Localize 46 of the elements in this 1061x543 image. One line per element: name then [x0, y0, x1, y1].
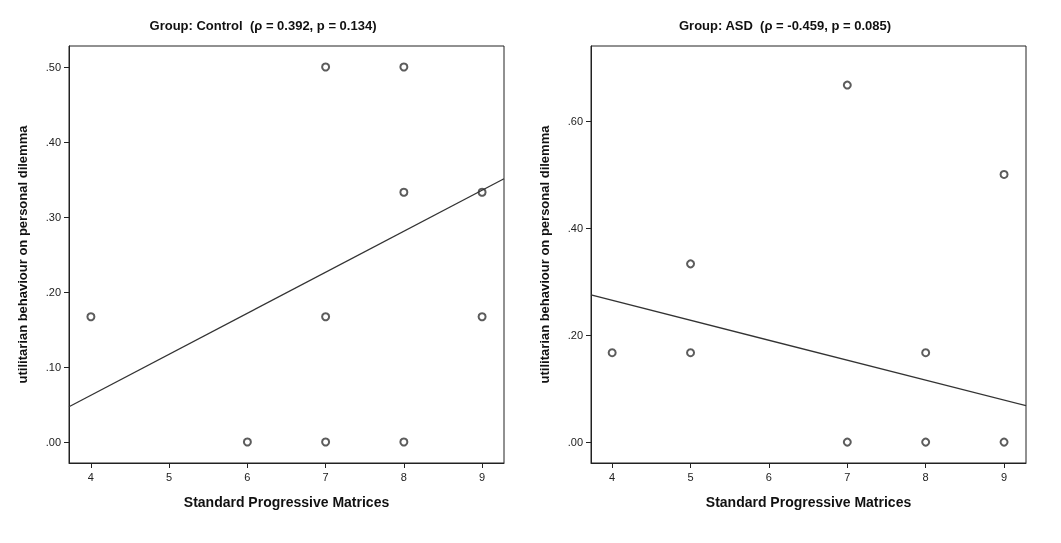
chart-title: Group: Control (ρ = 0.392, p = 0.134)	[149, 18, 377, 33]
point	[399, 187, 409, 197]
x-axis-title: Standard Progressive Matrices	[705, 494, 912, 510]
y-axis-title: utilitarian behaviour on personal dilemma	[15, 124, 30, 384]
point	[321, 312, 331, 322]
point	[999, 437, 1009, 447]
x-tick-label: 9	[1000, 470, 1008, 483]
x-tick-label: 4	[87, 470, 94, 483]
point	[686, 348, 696, 358]
x-tick-label: 5	[687, 470, 694, 483]
y-tick-label: .20	[45, 286, 61, 298]
point	[842, 437, 852, 447]
x-tick-label: 8	[400, 470, 407, 483]
x-tick-label: 7	[844, 470, 851, 483]
x-tick-label: 7	[322, 470, 329, 483]
x-tick-label: 8	[922, 470, 929, 483]
y-tick-label: .30	[45, 211, 61, 223]
x-tick-label: 4	[609, 470, 616, 483]
point	[321, 437, 331, 447]
x-tick-label: 9	[479, 470, 486, 483]
point	[921, 437, 931, 447]
y-tick-label: .50	[45, 61, 61, 73]
point	[686, 259, 696, 269]
point	[321, 62, 331, 72]
point	[921, 348, 931, 358]
point	[477, 312, 487, 322]
y-tick-label: .40	[567, 222, 583, 234]
chart-title: Group: ASD (ρ = -0.459, p = 0.085)	[678, 18, 892, 33]
x-axis-title: Standard Progressive Matrices	[183, 494, 390, 510]
x-tick-label: 6	[765, 470, 772, 483]
point	[399, 437, 409, 447]
y-tick-label: .40	[45, 136, 61, 148]
point	[842, 80, 852, 90]
x-tick-label: 5	[166, 470, 173, 483]
point	[607, 348, 617, 358]
y-tick-label: .60	[567, 114, 583, 127]
x-tick-label: 6	[244, 470, 251, 483]
point	[399, 62, 409, 72]
y-axis-title: utilitarian behaviour on personal dilemma	[537, 124, 552, 384]
y-tick-label: .00	[567, 436, 583, 449]
point	[999, 169, 1009, 179]
y-tick-label: .10	[45, 361, 61, 373]
y-tick-label: .20	[567, 329, 583, 342]
y-tick-label: .00	[45, 436, 61, 448]
point	[242, 437, 252, 447]
point	[86, 312, 96, 322]
